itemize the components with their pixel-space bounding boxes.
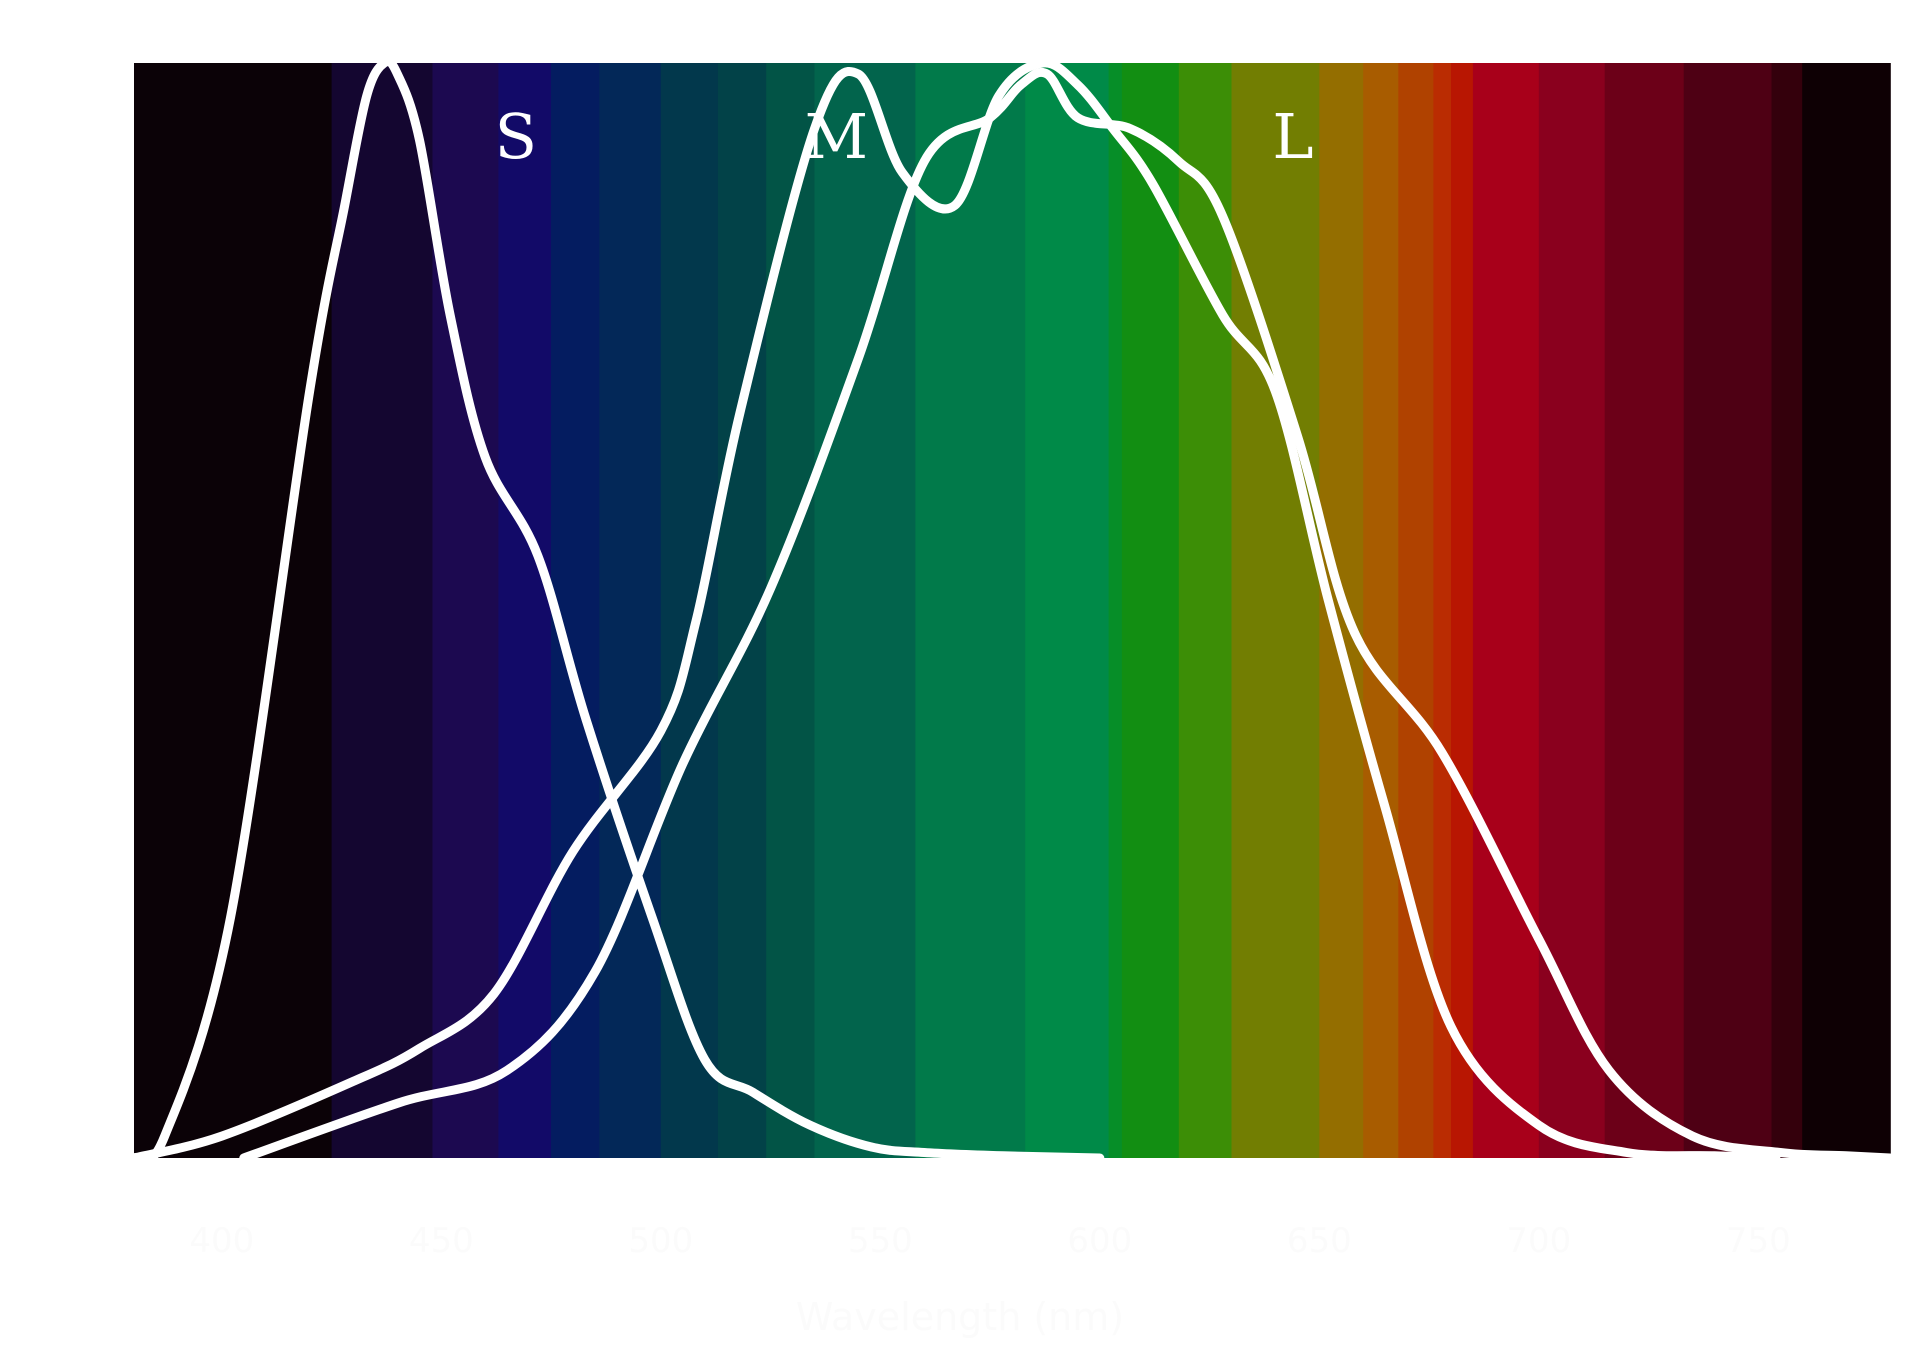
spectrum-band-24 [1683, 63, 1773, 1158]
series-l-curve [239, 67, 1895, 1163]
spectrum-band-23 [1604, 63, 1685, 1158]
spectrum-band-12 [1108, 63, 1123, 1158]
spectrum-band-10 [915, 63, 1026, 1158]
spectrum-band-19 [1433, 63, 1452, 1158]
x-tick-label: 500 [628, 1221, 693, 1261]
curve-label-s: S [495, 100, 537, 173]
spectrum-band-6 [660, 63, 719, 1158]
spectrum-band-25 [1771, 63, 1803, 1158]
x-tick-label: 600 [1067, 1221, 1132, 1261]
x-axis-label: Wavelength (nm) [796, 1295, 1124, 1339]
spectrum-band-18 [1398, 63, 1435, 1158]
x-tick-label: 450 [409, 1221, 474, 1261]
x-tick-label: 750 [1726, 1221, 1791, 1261]
spectrum-band-22 [1538, 63, 1606, 1158]
series-m-curve [129, 58, 1781, 1163]
spectrum-band-13 [1121, 63, 1180, 1158]
spectrum-band-20 [1451, 63, 1474, 1158]
x-tick-label: 700 [1506, 1221, 1571, 1261]
x-tick-label: 550 [848, 1221, 913, 1261]
spectrum-band-17 [1363, 63, 1400, 1158]
spectrum-band-0 [134, 63, 333, 1158]
x-axis-ticks: 400 450 500 550 600 650 700 750 [189, 1221, 1790, 1261]
series-s-curve [129, 56, 1105, 1166]
spectrum-band-5 [599, 63, 662, 1158]
spectrum-band-3 [498, 63, 552, 1158]
spectrum-band-2 [432, 63, 500, 1158]
spectrum-band-1 [331, 63, 434, 1158]
curve-label-l: L [1272, 100, 1313, 173]
spectrum-band-26 [1802, 63, 1891, 1158]
spectrum-band-11 [1025, 63, 1110, 1158]
spectrum-band-8 [766, 63, 816, 1158]
curve-label-m: M [805, 100, 868, 173]
spectrum-band-9 [814, 63, 917, 1158]
x-tick-label: 650 [1287, 1221, 1352, 1261]
sensitivity-curves [129, 56, 1895, 1166]
spectrum-band-21 [1472, 63, 1540, 1158]
spectrum-band-15 [1231, 63, 1321, 1158]
x-tick-label: 400 [189, 1221, 254, 1261]
spectrum-background [134, 63, 1891, 1158]
